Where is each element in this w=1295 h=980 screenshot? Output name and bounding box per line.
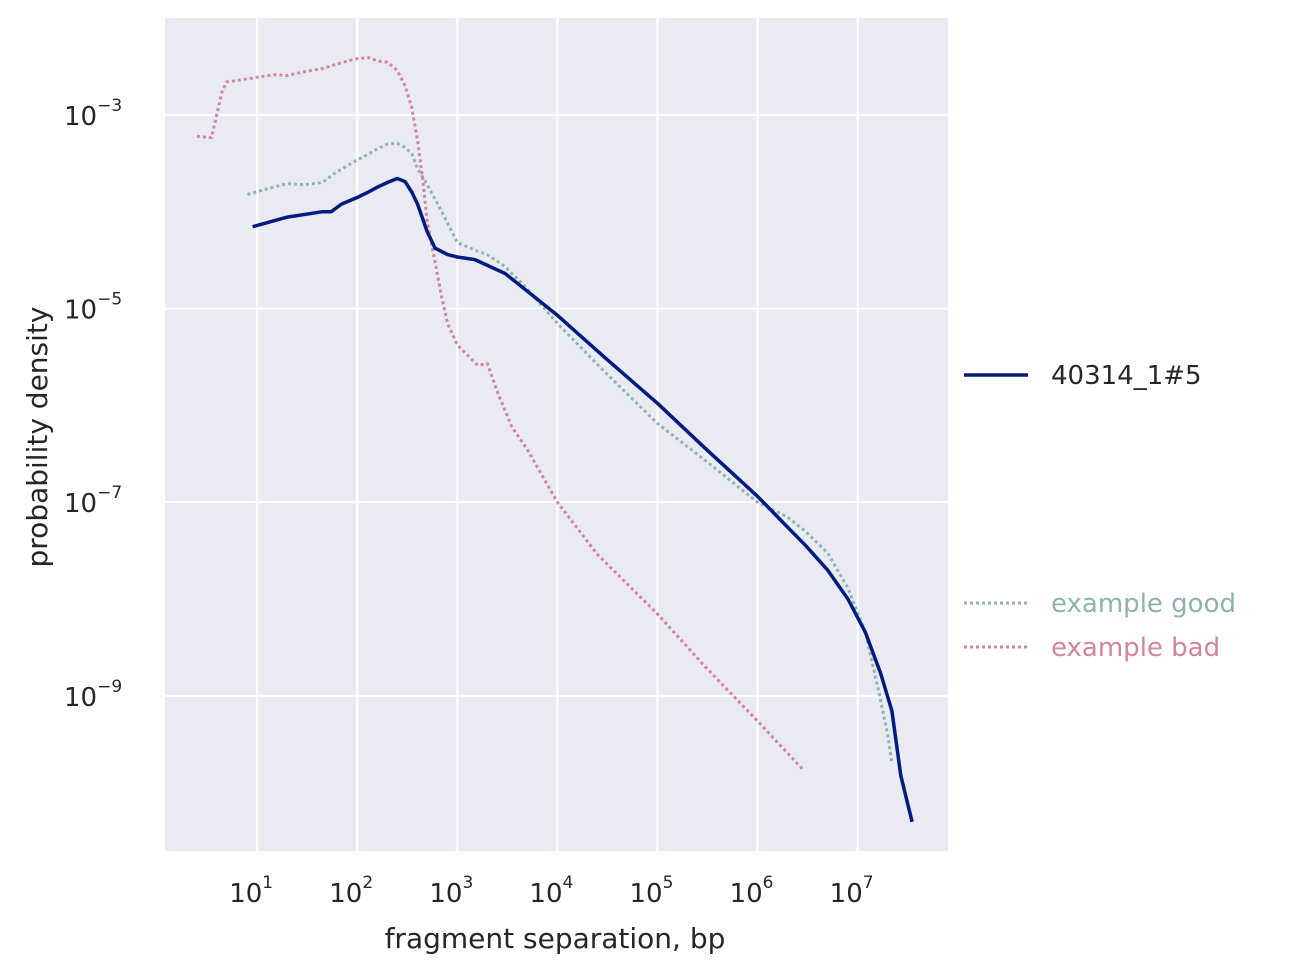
x-tick-label: 105 [630, 873, 674, 909]
legend-label: example good [1051, 589, 1236, 619]
x-tick-label: 107 [830, 873, 874, 909]
x-tick-label: 106 [730, 873, 774, 909]
series-line-example-bad [196, 56, 805, 772]
y-tick-label: 10−5 [64, 290, 122, 326]
y-tick-label: 10−7 [64, 483, 122, 519]
x-tick-label: 101 [229, 873, 273, 909]
x-tick-label: 103 [429, 873, 473, 909]
y-axis-label: probability density [21, 307, 54, 568]
x-axis-label: fragment separation, bp [385, 922, 726, 955]
x-tick-label: 104 [529, 873, 573, 909]
legend-label: example bad [1051, 633, 1220, 663]
series-line-40314-1-5 [252, 176, 914, 823]
y-tick-label: 10−3 [64, 96, 122, 132]
series-line-example-good [247, 141, 894, 764]
y-tick-labels: 10−3 10−5 10−7 10−9 [64, 96, 122, 713]
x-tick-label: 102 [329, 873, 373, 909]
y-tick-label: 10−9 [64, 677, 122, 713]
legend-label: 40314_1#5 [1051, 361, 1202, 391]
x-tick-labels: 101 102 103 104 105 106 107 [229, 873, 873, 909]
series-layer [196, 56, 914, 823]
